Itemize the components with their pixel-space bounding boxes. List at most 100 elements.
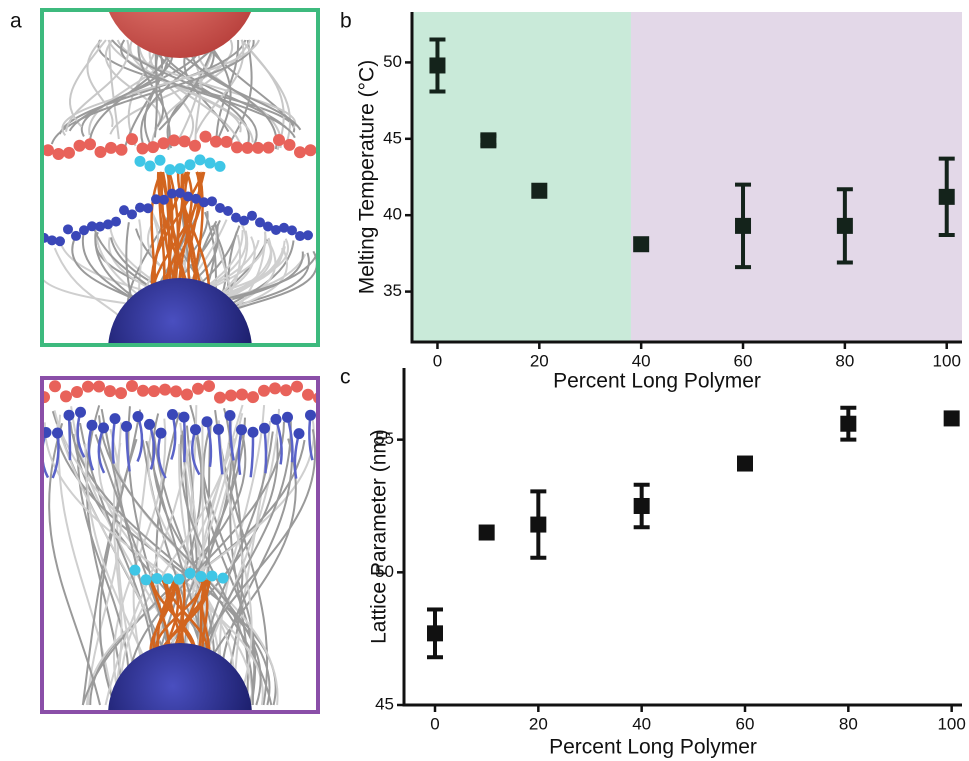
bead xyxy=(159,194,169,205)
bead xyxy=(154,154,166,166)
bead xyxy=(206,570,218,582)
bead xyxy=(162,573,174,585)
bead xyxy=(159,383,171,396)
x-tick-label: 60 xyxy=(734,351,753,370)
bead xyxy=(126,380,138,393)
strand xyxy=(65,39,130,132)
bead xyxy=(207,196,217,207)
simulation-snapshot xyxy=(42,10,318,345)
bead xyxy=(144,418,155,430)
bead xyxy=(181,388,193,401)
y-tick-label: 35 xyxy=(383,281,402,300)
bead xyxy=(270,413,282,425)
bead xyxy=(223,205,233,216)
bead xyxy=(174,163,186,175)
x-axis-label: Percent Long Polymer xyxy=(549,736,757,759)
strand xyxy=(120,39,296,139)
bead xyxy=(294,146,306,159)
frame xyxy=(40,8,320,347)
x-tick-label: 100 xyxy=(937,714,965,733)
bead xyxy=(215,202,225,213)
particle xyxy=(108,10,252,58)
shaded-region xyxy=(630,12,962,342)
strand xyxy=(98,409,142,706)
bead xyxy=(247,391,259,404)
bead xyxy=(63,146,75,159)
y-axis-label: Melting Temperature (°C) xyxy=(356,60,379,294)
bead xyxy=(93,380,105,393)
bead xyxy=(105,141,117,154)
y-tick-label: 45 xyxy=(375,694,394,713)
bead xyxy=(178,411,190,423)
bead xyxy=(255,217,265,228)
bead xyxy=(283,138,296,151)
bead xyxy=(75,406,86,418)
strand xyxy=(69,39,107,128)
bead xyxy=(189,139,201,152)
strand xyxy=(67,415,72,461)
strand xyxy=(48,423,101,706)
bead xyxy=(224,410,236,422)
y-tick-label: 40 xyxy=(383,205,402,224)
particle xyxy=(108,643,252,712)
bead xyxy=(305,409,316,421)
bead xyxy=(126,133,138,146)
bead xyxy=(269,382,281,395)
bead xyxy=(204,157,216,169)
x-axis-label: Percent Long Polymer xyxy=(553,370,761,393)
marker xyxy=(427,625,443,642)
bead xyxy=(148,385,160,398)
bead xyxy=(195,571,207,583)
bead xyxy=(47,235,57,246)
bead xyxy=(302,388,314,401)
bead xyxy=(98,422,109,434)
bead xyxy=(170,385,182,398)
bead xyxy=(167,409,178,421)
shaded-region xyxy=(412,12,631,342)
x-tick-label: 20 xyxy=(530,351,549,370)
x-tick-label: 100 xyxy=(933,351,961,370)
strand xyxy=(202,421,256,706)
y-tick-label: 50 xyxy=(383,52,402,71)
x-tick-label: 40 xyxy=(632,714,651,733)
bead xyxy=(173,573,185,585)
strand xyxy=(129,39,242,133)
strand xyxy=(53,410,254,706)
x-tick-label: 60 xyxy=(736,714,755,733)
bead xyxy=(136,142,149,155)
strand xyxy=(217,420,253,706)
bead xyxy=(103,219,113,230)
bead xyxy=(52,148,65,161)
simulation-snapshot xyxy=(42,378,318,712)
bead xyxy=(217,572,229,584)
strand xyxy=(61,39,260,136)
bead xyxy=(63,409,75,421)
linker xyxy=(150,171,163,296)
bead xyxy=(214,160,226,172)
bead xyxy=(71,385,83,398)
bead xyxy=(184,159,196,171)
bead xyxy=(220,135,233,148)
bead xyxy=(109,413,121,425)
particle xyxy=(108,278,252,345)
bead xyxy=(127,209,137,220)
bead xyxy=(236,424,247,436)
bead xyxy=(115,387,127,400)
bead xyxy=(121,420,132,432)
marker xyxy=(633,497,650,514)
bead xyxy=(263,221,273,232)
bead xyxy=(280,384,292,397)
bead xyxy=(144,160,156,172)
bead xyxy=(303,230,313,241)
bead xyxy=(225,389,237,402)
bead xyxy=(231,212,241,223)
strand xyxy=(194,39,245,135)
marker xyxy=(735,217,752,234)
bead xyxy=(210,135,222,148)
strand xyxy=(263,428,268,474)
strand xyxy=(240,39,285,151)
linker xyxy=(183,171,204,296)
marker xyxy=(938,188,955,205)
x-tick-label: 20 xyxy=(529,714,548,733)
bead xyxy=(258,384,270,397)
